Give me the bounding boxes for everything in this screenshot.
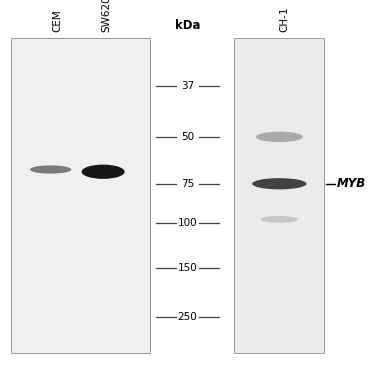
Text: 250: 250: [178, 312, 197, 322]
FancyBboxPatch shape: [11, 38, 150, 352]
Text: 50: 50: [181, 132, 194, 142]
Ellipse shape: [261, 216, 298, 223]
Ellipse shape: [252, 178, 307, 189]
Text: CEM: CEM: [53, 9, 63, 32]
Text: 100: 100: [178, 218, 197, 228]
Text: kDa: kDa: [175, 19, 200, 32]
Text: CH-1: CH-1: [279, 6, 290, 32]
Ellipse shape: [30, 165, 71, 174]
Text: 75: 75: [181, 179, 194, 189]
Ellipse shape: [256, 132, 303, 142]
FancyBboxPatch shape: [234, 38, 324, 352]
Text: 150: 150: [178, 263, 197, 273]
Text: 37: 37: [181, 81, 194, 91]
Ellipse shape: [82, 165, 124, 179]
Text: MYB: MYB: [337, 177, 366, 190]
Text: SW620: SW620: [101, 0, 111, 32]
